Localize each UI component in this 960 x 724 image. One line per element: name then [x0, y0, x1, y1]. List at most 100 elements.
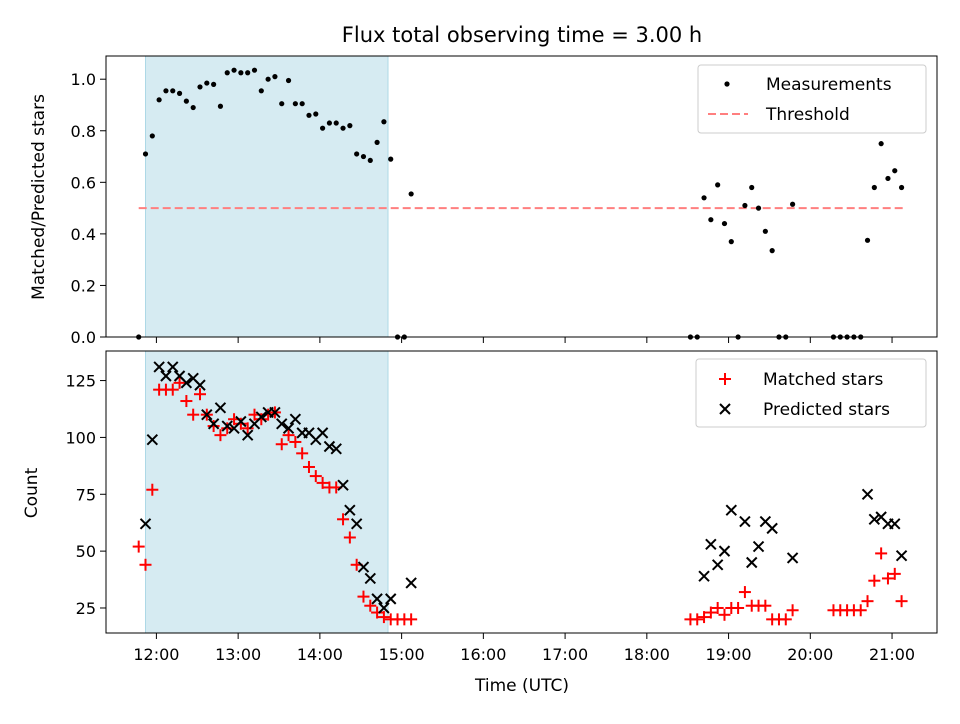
measurement-point — [769, 248, 775, 254]
x-axis-label: Time (UTC) — [474, 676, 569, 696]
bottom-y-tick-label: 100 — [65, 428, 96, 447]
top-y-ticks: 0.0 0.2 0.4 0.6 0.8 1.0 — [71, 70, 106, 347]
measurement-point — [871, 184, 877, 191]
bottom-axes-frame — [105, 350, 938, 634]
predicted-star-point — [153, 361, 165, 373]
matched-star-point — [759, 599, 772, 612]
predicted-star-point — [868, 513, 881, 525]
x-tick-label: 20:00 — [787, 645, 833, 664]
measurement-point — [892, 168, 898, 174]
measurement-point — [721, 220, 728, 227]
matched-star-point — [289, 435, 302, 448]
predicted-star-point — [746, 556, 758, 569]
matched-star-point — [316, 476, 329, 489]
matched-star-point — [698, 611, 711, 624]
matched-star-point — [221, 422, 234, 435]
x-tick-label: 19:00 — [706, 645, 752, 664]
measurement-point — [306, 112, 312, 118]
matched-star-point — [888, 567, 901, 580]
measurement-point — [755, 205, 762, 211]
top-axes-frame — [105, 55, 938, 338]
legend-predicted-marker — [719, 403, 731, 415]
measurement-point — [238, 70, 244, 76]
top-y-tick-label: 1.0 — [71, 70, 96, 89]
legend-matched-label: Matched stars — [763, 370, 883, 390]
measurement-point — [258, 88, 264, 94]
measurement-point — [878, 141, 884, 147]
measurement-point — [251, 67, 258, 73]
predicted-star-point — [357, 561, 370, 573]
predicted-star-point — [739, 515, 751, 528]
measurement-point — [333, 120, 339, 126]
predicted-star-point — [711, 559, 724, 571]
matched-star-point — [296, 447, 309, 460]
measurement-point — [749, 184, 755, 191]
measurement-point — [197, 84, 203, 90]
top-observing-span — [145, 55, 389, 338]
predicted-star-point — [385, 593, 397, 605]
matched-star-point — [364, 599, 377, 612]
measurement-point — [142, 151, 149, 157]
top-panel: 0.0 0.2 0.4 0.6 0.8 1.0 Matched/Predicted sta… — [29, 55, 938, 347]
chart-title: Flux total observing time = 3.00 h — [342, 23, 702, 47]
matched-star-point — [881, 572, 894, 585]
measurement-point — [354, 151, 360, 157]
x-tick-label: 12:00 — [133, 645, 179, 664]
predicted-star-point — [255, 411, 268, 423]
matched-star-point — [691, 613, 704, 626]
bottom-y-tick-label: 50 — [76, 542, 96, 561]
matched-star-point — [132, 540, 145, 553]
measurement-point — [285, 77, 292, 84]
measurement-point — [789, 201, 796, 207]
predicted-star-point — [276, 418, 288, 430]
matched-star-point — [357, 590, 370, 603]
measurement-point — [715, 182, 721, 188]
predicted-star-point — [289, 413, 302, 425]
top-y-tick-label: 0.8 — [71, 122, 96, 141]
bottom-y-tick-label: 125 — [65, 372, 96, 391]
predicted-star-point — [718, 545, 731, 557]
top-y-tick-label: 0.0 — [71, 328, 96, 347]
measurement-point — [762, 228, 768, 234]
predicted-star-point — [194, 379, 206, 391]
bottom-y-axis-label: Count — [22, 467, 42, 518]
predicted-star-point — [146, 433, 159, 446]
predicted-star-point — [861, 488, 874, 500]
predicted-star-point — [269, 406, 281, 419]
matched-star-point — [377, 611, 390, 624]
bottom-panel: 25 50 75 100 125 12:00 13:00 14:00 15:00 16:00 17… — [22, 350, 938, 696]
matched-star-point — [302, 460, 315, 473]
top-x-ticks — [155, 337, 893, 343]
predicted-star-point — [752, 540, 765, 553]
predicted-star-point — [282, 422, 295, 435]
measurement-point — [217, 103, 224, 109]
measurement-point — [701, 195, 707, 201]
matched-star-point — [139, 558, 152, 571]
bottom-x-ticks: 12:00 13:00 14:00 15:00 16:00 17:00 18:00 19:00… — [133, 633, 915, 664]
predicted-star-point — [207, 418, 220, 430]
measurement-point — [728, 239, 734, 245]
matched-star-point — [187, 408, 200, 421]
bottom-y-ticks: 25 50 75 100 125 — [65, 372, 106, 618]
top-legend: Measurements Threshold — [697, 64, 927, 134]
matched-star-point — [146, 483, 159, 496]
x-tick-label: 17:00 — [542, 645, 588, 664]
measurement-point — [408, 191, 414, 197]
predicted-star-point — [725, 504, 738, 516]
matched-star-point — [241, 422, 254, 435]
measurement-point — [279, 101, 285, 107]
measurement-point — [388, 156, 394, 162]
predicted-star-point — [180, 377, 193, 389]
predicted-star-point — [214, 402, 227, 414]
matched-star-point — [854, 604, 867, 617]
predicted-star-point — [895, 549, 908, 562]
measurement-point — [163, 88, 169, 94]
predicted-star-point — [167, 361, 179, 373]
predicted-star-point — [160, 370, 172, 382]
measurement-point — [381, 119, 387, 125]
matched-star-point — [711, 601, 724, 614]
matched-star-point — [207, 420, 220, 433]
top-y-axis-label: Matched/Predicted stars — [29, 94, 49, 300]
top-legend-box — [697, 64, 927, 134]
bottom-y-tick-label: 75 — [76, 485, 96, 504]
